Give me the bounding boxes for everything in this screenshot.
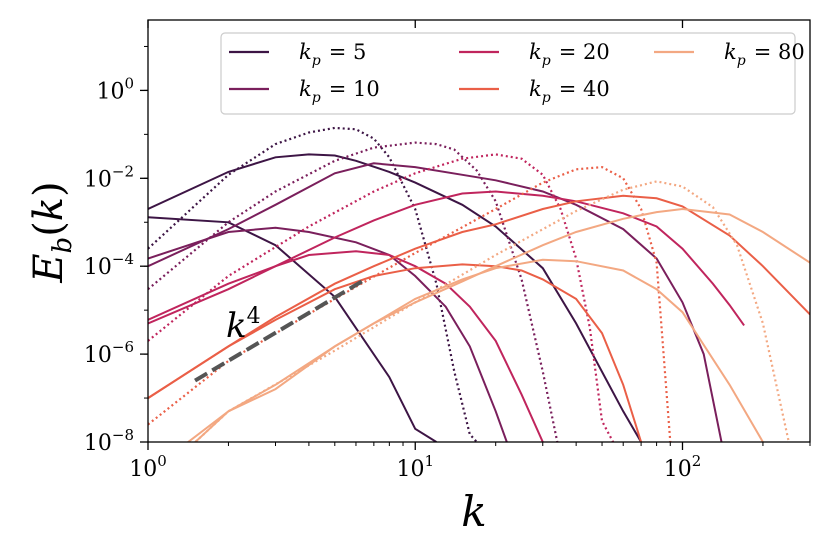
y-tick-label: 10−8: [84, 426, 134, 456]
legend-label-kp20: kp = 20: [529, 40, 610, 69]
x-tick-label: 102: [664, 452, 702, 482]
series-kp5-dotted: [148, 126, 478, 442]
series-kp20-dotted: [148, 153, 615, 442]
legend-label-kp80: kp = 80: [724, 40, 805, 69]
series-kp10-dotted: [148, 141, 559, 442]
legend-label-kp40: kp = 40: [529, 77, 610, 106]
series-kp80-late: [193, 207, 810, 442]
series-kp20-late: [148, 190, 745, 326]
series-layer: [148, 126, 810, 442]
y-axis-label: Eb(k): [26, 181, 78, 283]
legend-label-kp5: kp = 5: [299, 40, 366, 69]
y-tick-label: 10−2: [84, 162, 134, 192]
x-tick-label: 100: [129, 452, 167, 482]
plot-frame: [147, 19, 811, 443]
series-kp80-early: [186, 258, 764, 442]
series-kp5-late: [148, 153, 642, 442]
legend: kp = 5 kp = 10 kp = 20 kp = 40 kp = 80: [220, 32, 805, 115]
k4-reference-line: [194, 277, 367, 383]
x-axis-ticks: 100 101 102: [129, 20, 811, 482]
y-tick-label: 10−4: [84, 250, 134, 280]
legend-label-kp10: kp = 10: [299, 77, 380, 106]
y-axis-ticks: 10−8 10−6 10−4 10−2 100: [84, 45, 148, 456]
x-axis-label: k: [461, 487, 486, 536]
series-kp80-dotted: [193, 180, 790, 442]
y-tick-label: 10−6: [84, 338, 134, 368]
x-tick-label: 101: [396, 452, 434, 482]
series-kp40-late: [148, 194, 810, 399]
series-kp10-late: [148, 162, 723, 442]
k4-annotation: k4: [226, 304, 261, 346]
series-kp40-early: [148, 263, 643, 442]
y-tick-label: 100: [96, 74, 134, 104]
legend-frame: [220, 32, 796, 115]
